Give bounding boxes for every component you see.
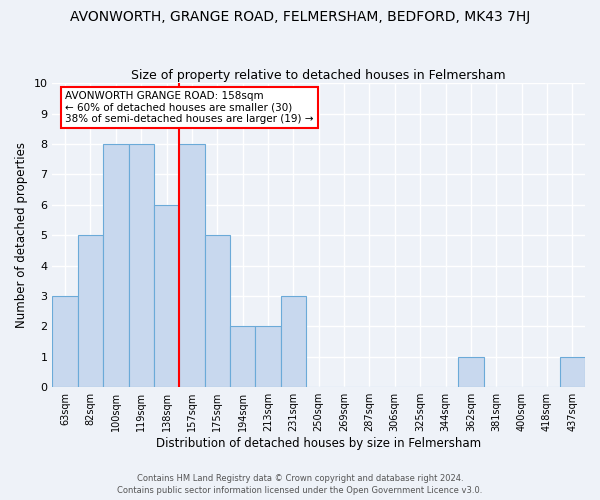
Bar: [154, 205, 179, 387]
X-axis label: Distribution of detached houses by size in Felmersham: Distribution of detached houses by size …: [156, 437, 481, 450]
Bar: [103, 144, 128, 387]
Text: AVONWORTH GRANGE ROAD: 158sqm
← 60% of detached houses are smaller (30)
38% of s: AVONWORTH GRANGE ROAD: 158sqm ← 60% of d…: [65, 91, 314, 124]
Bar: [78, 235, 103, 387]
Bar: [458, 357, 484, 387]
Bar: [281, 296, 306, 387]
Title: Size of property relative to detached houses in Felmersham: Size of property relative to detached ho…: [131, 69, 506, 82]
Bar: [230, 326, 256, 387]
Y-axis label: Number of detached properties: Number of detached properties: [15, 142, 28, 328]
Bar: [52, 296, 78, 387]
Bar: [256, 326, 281, 387]
Bar: [205, 235, 230, 387]
Text: Contains HM Land Registry data © Crown copyright and database right 2024.
Contai: Contains HM Land Registry data © Crown c…: [118, 474, 482, 495]
Bar: [560, 357, 585, 387]
Bar: [179, 144, 205, 387]
Bar: [128, 144, 154, 387]
Text: AVONWORTH, GRANGE ROAD, FELMERSHAM, BEDFORD, MK43 7HJ: AVONWORTH, GRANGE ROAD, FELMERSHAM, BEDF…: [70, 10, 530, 24]
